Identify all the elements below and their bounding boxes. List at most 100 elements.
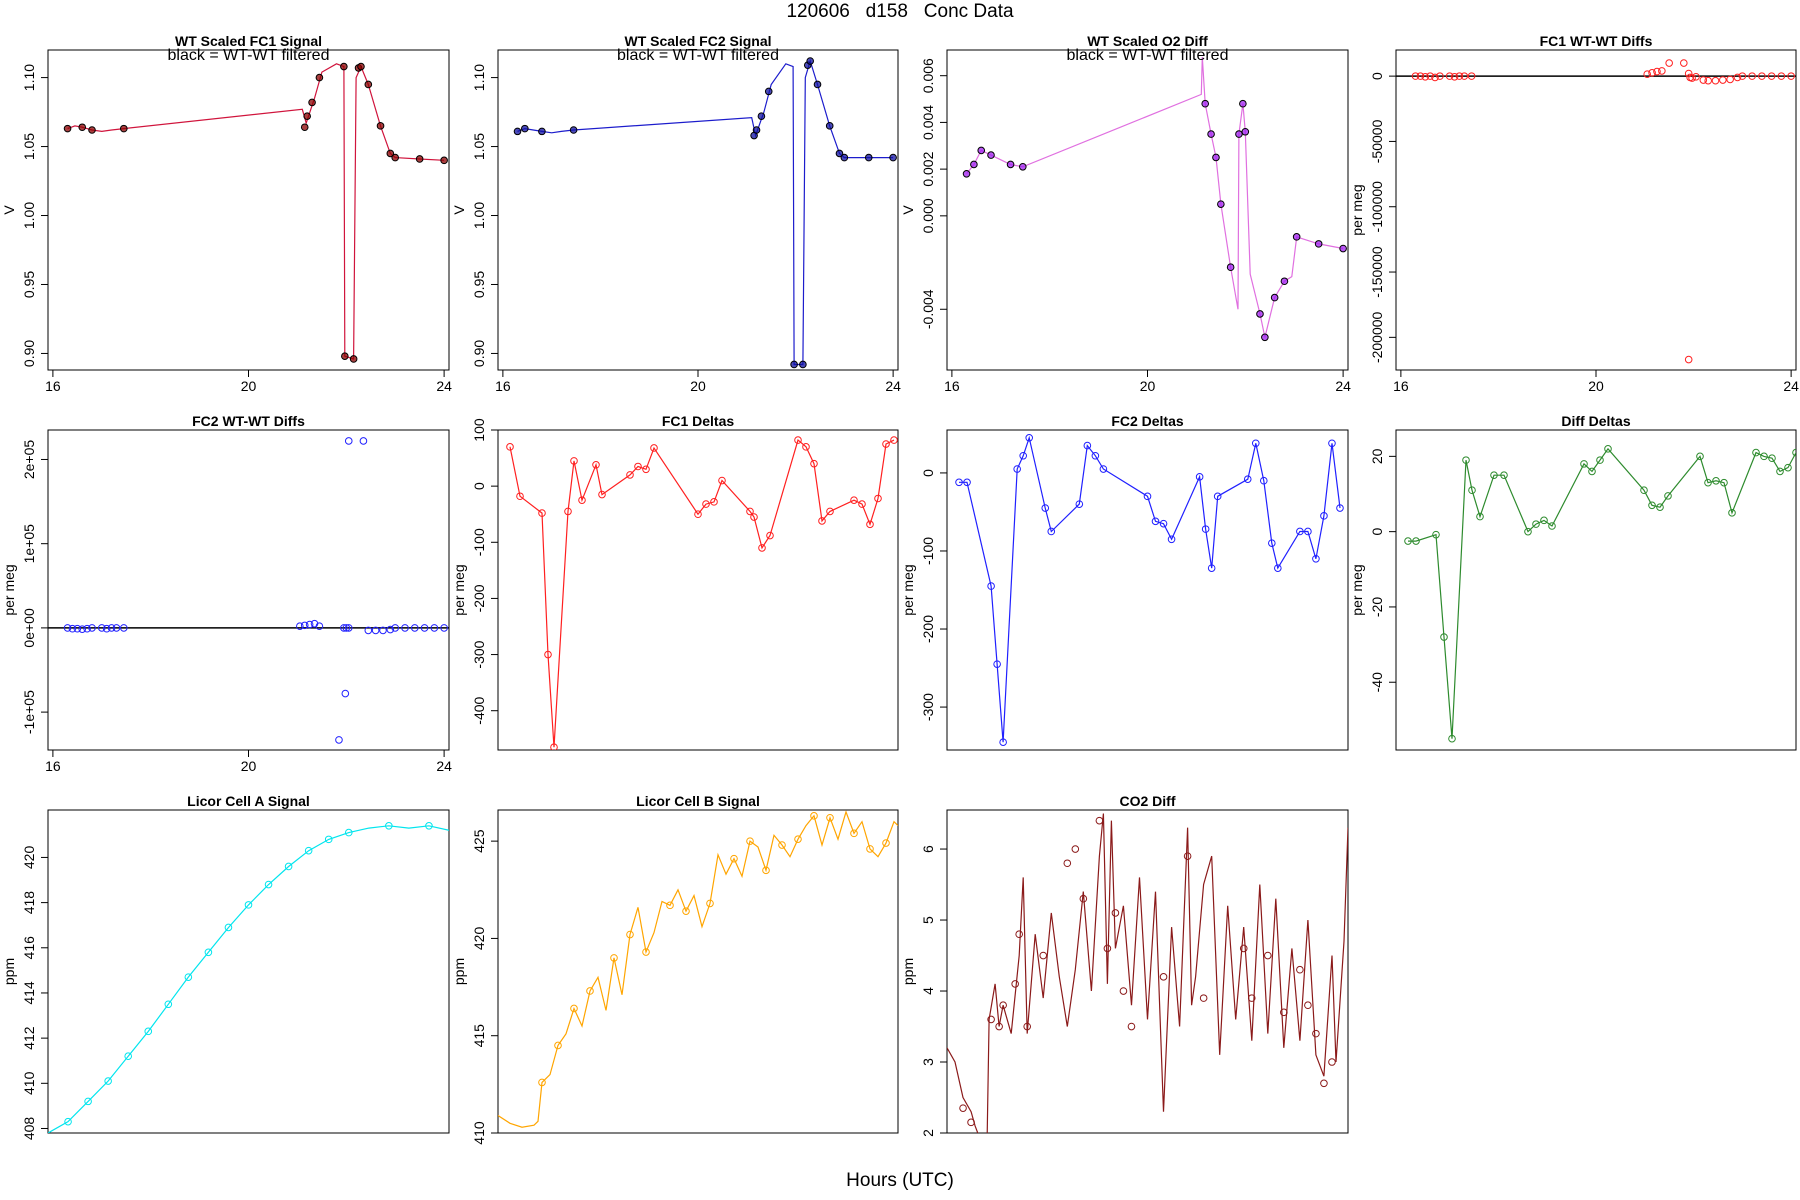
data-point	[1643, 70, 1652, 78]
data-point	[1099, 465, 1108, 473]
y-tick-label: 420	[21, 846, 37, 870]
data-point	[300, 123, 309, 132]
data-point	[1728, 509, 1736, 517]
data-point	[1699, 76, 1708, 84]
data-point	[376, 122, 385, 130]
chart-panel-p5: FC2 WT-WT Diffs per meg -1e+05 0e+00 1e+05 2e…	[1, 413, 452, 774]
data-point	[959, 1104, 967, 1112]
data-point	[578, 496, 586, 504]
data-point	[104, 1077, 112, 1085]
data-point	[818, 517, 826, 525]
data-point	[1412, 537, 1420, 545]
data-point	[264, 880, 273, 889]
data-point	[1792, 448, 1796, 457]
data-point	[164, 1000, 173, 1009]
data-point	[305, 620, 314, 629]
y-tick-label: 0.000	[920, 198, 936, 233]
data-point	[987, 1015, 995, 1024]
data-point	[538, 127, 546, 136]
data-point	[1063, 859, 1072, 868]
y-tick-label: 418	[21, 891, 37, 915]
data-point	[63, 124, 72, 133]
x-tick-label: 16	[944, 378, 960, 394]
data-point	[850, 829, 858, 838]
data-point	[1448, 734, 1456, 743]
data-point	[987, 582, 995, 590]
data-point	[874, 494, 882, 503]
y-tick-label: -50000	[1369, 119, 1385, 163]
y-tick-label: 1e+05	[21, 524, 37, 564]
y-axis-label: V	[900, 205, 916, 215]
data-point	[107, 624, 116, 632]
data-point	[344, 624, 353, 632]
data-point	[1071, 845, 1080, 853]
y-axis-label: per meg	[1349, 184, 1365, 235]
plot-frame	[1395, 429, 1797, 751]
data-point	[569, 126, 578, 134]
data-point	[825, 122, 834, 130]
data-point	[1752, 448, 1760, 457]
data-point	[995, 1022, 1003, 1031]
data-point	[1738, 72, 1747, 80]
data-point	[344, 437, 353, 445]
data-point	[1432, 530, 1440, 539]
data-point	[1787, 72, 1795, 80]
data-point	[1280, 277, 1289, 286]
data-point	[586, 987, 594, 995]
series-line	[517, 58, 894, 366]
data-point	[564, 507, 572, 516]
data-point	[1696, 452, 1704, 461]
x-tick-label: 16	[495, 378, 511, 394]
data-point	[570, 1004, 578, 1013]
data-point	[987, 151, 995, 159]
data-point	[778, 841, 786, 849]
data-point	[1640, 486, 1648, 495]
data-point	[1532, 520, 1540, 528]
data-point	[112, 624, 121, 632]
x-tick-label: 24	[436, 378, 452, 394]
data-point	[1296, 965, 1304, 974]
data-point	[1239, 99, 1247, 108]
data-point	[1207, 130, 1215, 138]
data-point	[1320, 512, 1328, 520]
data-point	[506, 443, 514, 451]
data-point	[1159, 519, 1168, 528]
data-point	[349, 355, 358, 363]
data-point	[762, 866, 770, 875]
data-point	[550, 743, 558, 750]
data-point	[598, 490, 606, 499]
plot-frame	[47, 809, 450, 1134]
data-point	[521, 124, 529, 133]
plot-data	[498, 810, 898, 1128]
data-point	[1704, 76, 1712, 85]
data-point	[746, 837, 754, 845]
data-point	[592, 461, 600, 469]
plot-frame	[1395, 49, 1797, 371]
data-point	[538, 1078, 546, 1087]
data-point	[682, 907, 690, 915]
y-tick-label: -200	[471, 584, 487, 612]
y-tick-label: -100000	[1369, 181, 1385, 233]
data-point	[78, 123, 87, 132]
data-point	[1658, 67, 1666, 75]
data-point	[420, 624, 429, 632]
data-point	[1328, 439, 1336, 448]
data-point	[184, 973, 193, 981]
plot-data	[955, 434, 1344, 746]
x-tick-label: 20	[1140, 378, 1156, 394]
data-point	[1243, 475, 1252, 483]
data-point	[694, 510, 702, 519]
data-point	[341, 352, 349, 361]
series-line	[509, 439, 895, 748]
data-point	[1767, 72, 1776, 80]
data-point	[794, 835, 802, 843]
y-tick-label: 0e+00	[21, 608, 37, 648]
data-point	[1103, 944, 1112, 953]
series-line	[67, 63, 445, 360]
data-point	[955, 478, 963, 487]
y-tick-label: 420	[471, 927, 487, 951]
data-point	[1665, 59, 1673, 67]
data-point	[386, 149, 395, 158]
data-point	[1664, 492, 1672, 500]
